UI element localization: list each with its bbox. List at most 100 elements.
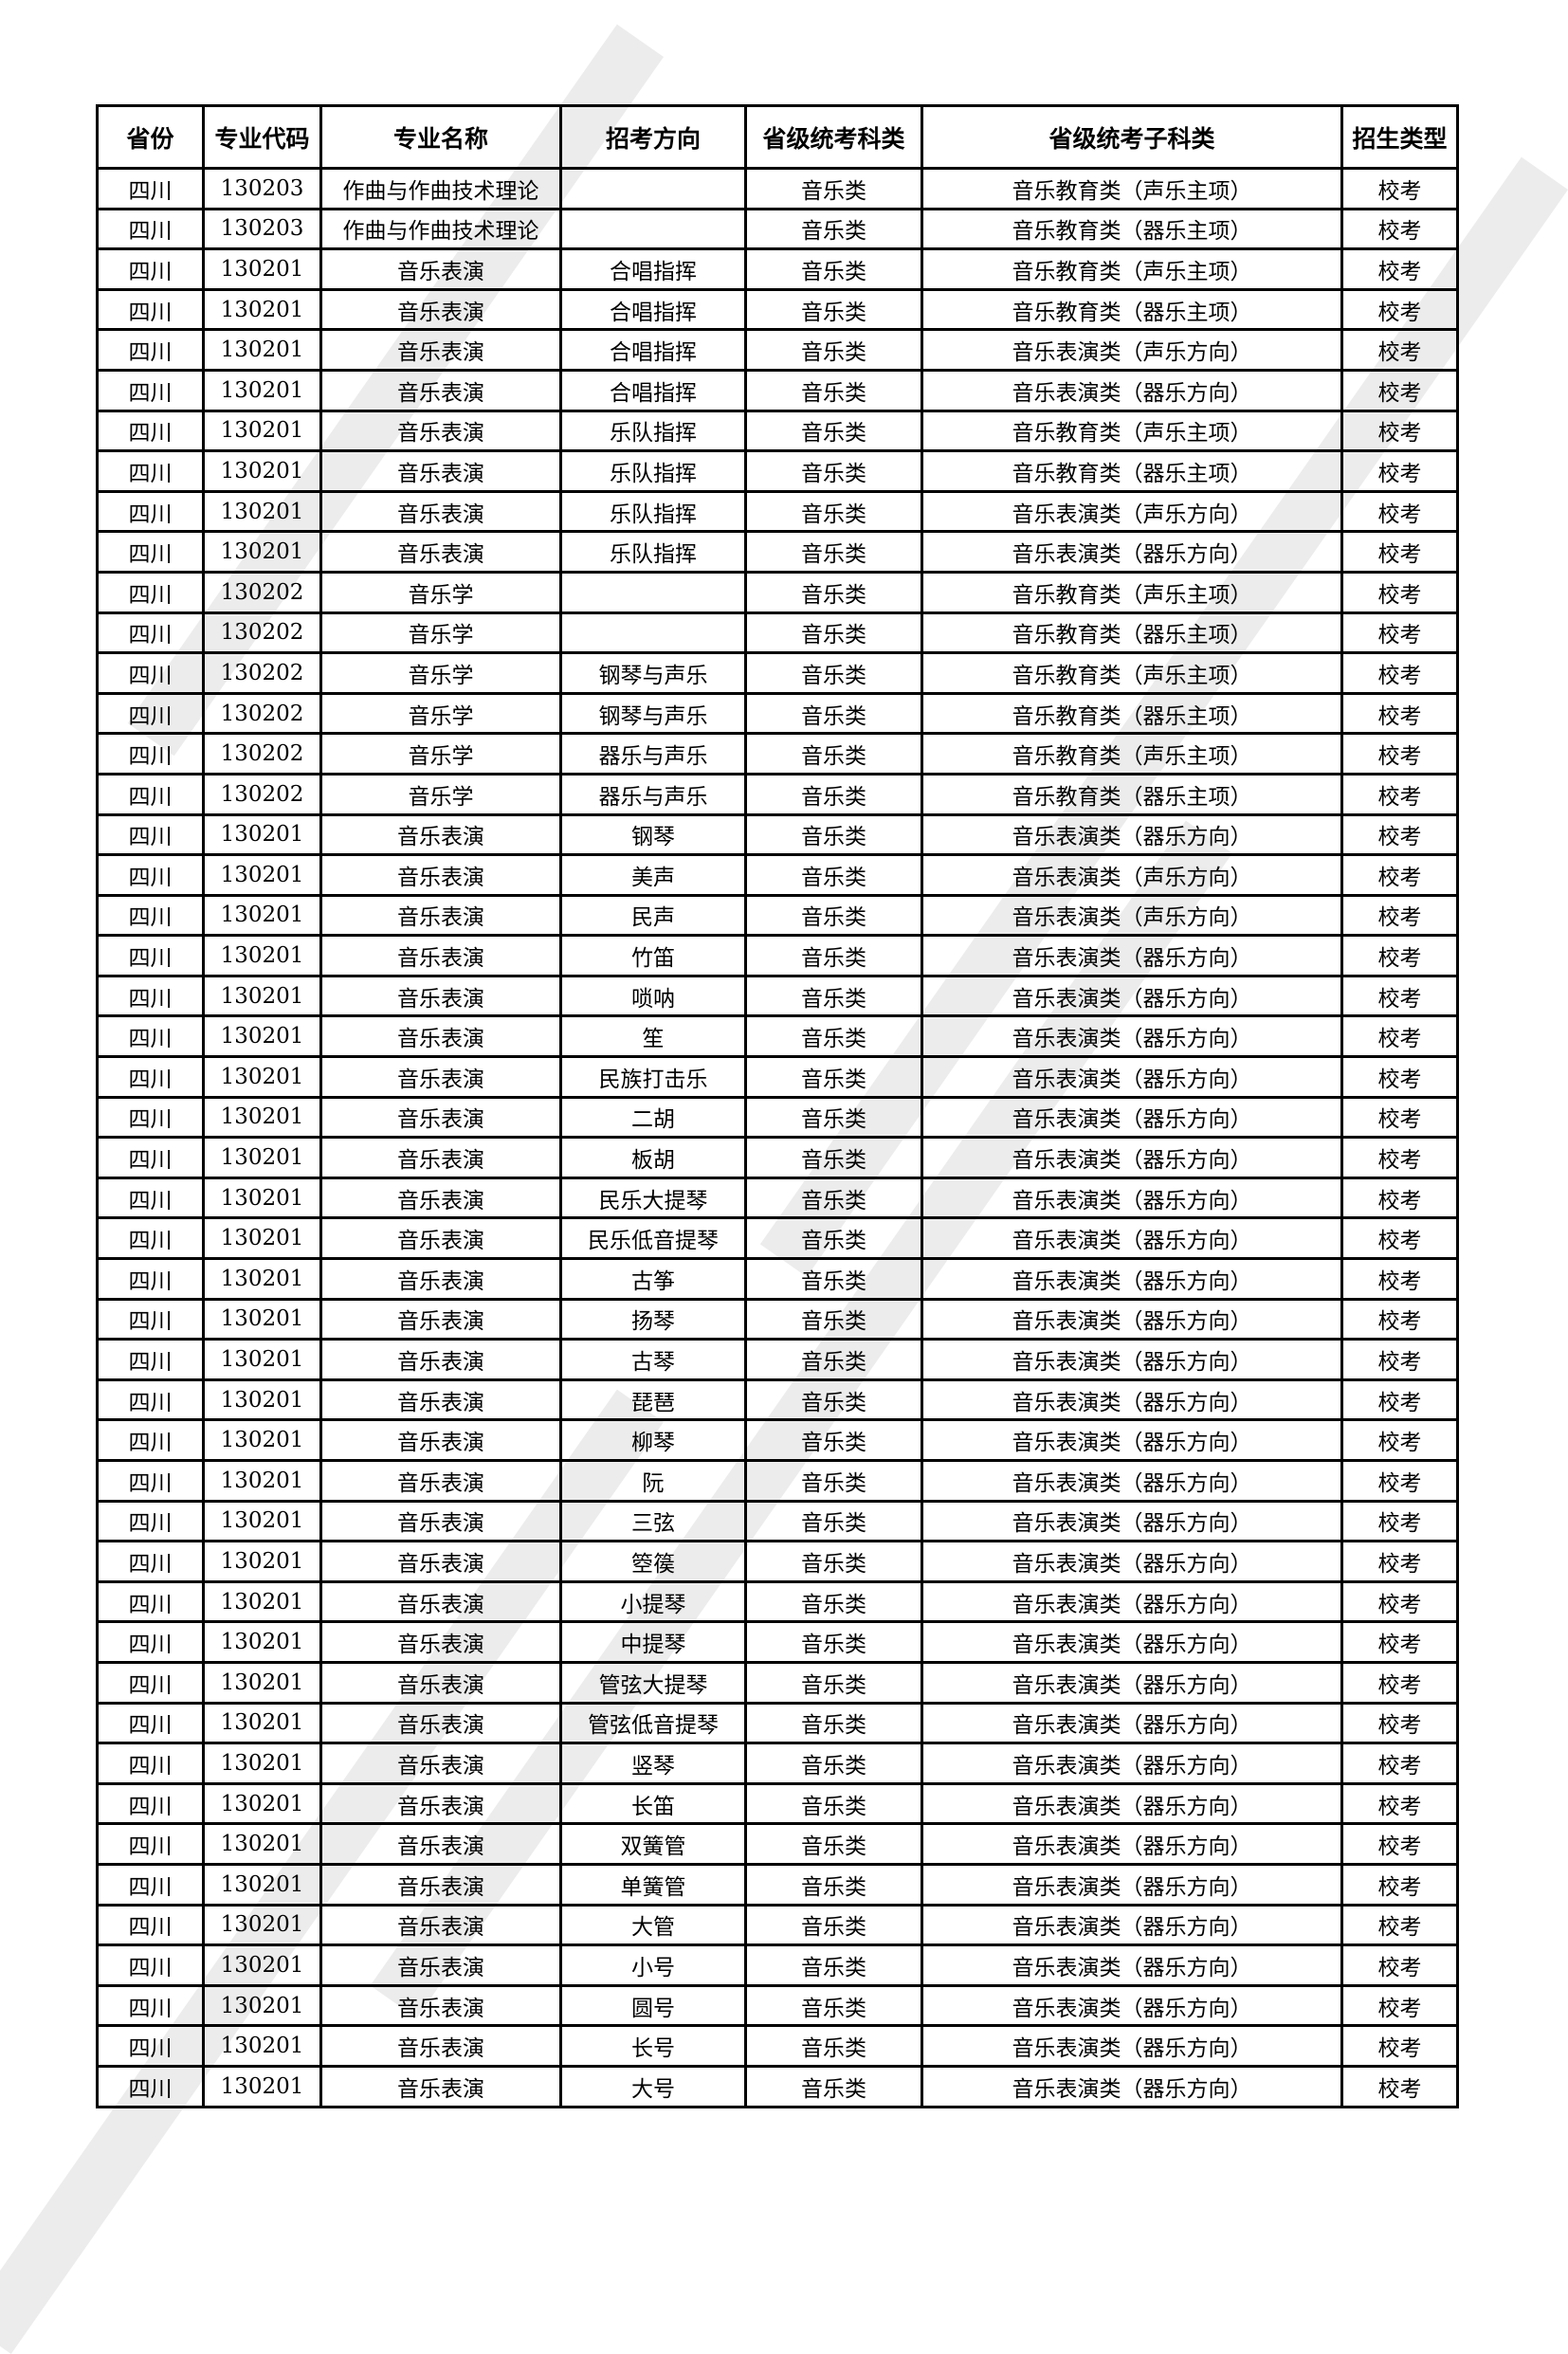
- exam-category-cell: 音乐类: [744, 1499, 923, 1543]
- table-row: 四川 130201 音乐表演 唢呐 音乐类 音乐表演类（器乐方向） 校考: [96, 974, 1459, 1018]
- exam-category-cell: 音乐类: [744, 409, 923, 453]
- table-row: 四川 130202 音乐学 钢琴与声乐 音乐类 音乐教育类（器乐主项） 校考: [96, 691, 1459, 736]
- header-major-code: 专业代码: [202, 104, 322, 170]
- exam-subcategory-cell: 音乐教育类（器乐主项）: [921, 449, 1343, 493]
- major-name-cell: 音乐表演: [319, 368, 562, 412]
- header-major-name: 专业名称: [319, 104, 562, 170]
- table-row: 四川 130201 音乐表演笙音乐类 音乐表演类（器乐方向） 校考: [96, 1014, 1459, 1059]
- direction-cell: 箜篌: [559, 1540, 747, 1583]
- major-code-cell: 130201: [202, 1459, 322, 1503]
- admission-type-cell: 校考: [1340, 1742, 1459, 1785]
- admission-type-cell: 校考: [1340, 732, 1459, 776]
- major-code-cell: 130201: [202, 368, 322, 412]
- direction-cell: 中提琴: [559, 1620, 747, 1664]
- exam-category-cell: 音乐类: [744, 1540, 923, 1583]
- table-row: 四川 130201 音乐表演 扬琴 音乐类 音乐表演类（器乐方向） 校考: [96, 1297, 1459, 1341]
- province-cell: 四川: [96, 1620, 205, 1664]
- province-cell: 四川: [96, 1742, 205, 1785]
- admission-type-cell: 校考: [1340, 1297, 1459, 1341]
- major-code-cell: 130201: [202, 1701, 322, 1745]
- major-code-cell: 130201: [202, 812, 322, 857]
- major-code-cell: 130202: [202, 651, 322, 695]
- exam-subcategory-cell: 音乐教育类（器乐主项）: [921, 611, 1343, 655]
- exam-category-cell: 音乐类: [744, 368, 923, 412]
- major-code-cell: 130201: [202, 1579, 322, 1624]
- admission-type-cell: 校考: [1340, 1540, 1459, 1583]
- direction-cell: 古筝: [559, 1257, 747, 1301]
- major-code-cell: 130201: [202, 287, 322, 332]
- table-row: 四川 130201 音乐表演 美声 音乐类 音乐表演类（声乐方向） 校考: [96, 853, 1459, 897]
- admission-type-cell: 校考: [1340, 1418, 1459, 1462]
- exam-subcategory-cell: 音乐表演类（器乐方向）: [921, 2024, 1343, 2068]
- major-code-cell: 130201: [202, 1257, 322, 1301]
- admission-type-cell: 校考: [1340, 1176, 1459, 1220]
- table-row: 四川 130201 音乐表演 古琴 音乐类 音乐表演类（器乐方向） 校考: [96, 1338, 1459, 1381]
- major-code-cell: 130201: [202, 1136, 322, 1179]
- admission-type-cell: 校考: [1340, 1216, 1459, 1261]
- major-name-cell: 音乐表演: [319, 1378, 562, 1422]
- province-cell: 四川: [96, 1216, 205, 1261]
- admission-type-cell: 校考: [1340, 1701, 1459, 1745]
- admission-type-cell: 校考: [1340, 611, 1459, 655]
- direction-cell: 板胡: [559, 1136, 747, 1179]
- exam-category-cell: 音乐类: [744, 1781, 923, 1826]
- major-code-cell: 130201: [202, 1620, 322, 1664]
- exam-subcategory-cell: 音乐表演类（声乐方向）: [921, 328, 1343, 372]
- major-name-cell: 音乐表演: [319, 1297, 562, 1341]
- exam-subcategory-cell: 音乐表演类（声乐方向）: [921, 853, 1343, 897]
- province-cell: 四川: [96, 1822, 205, 1866]
- exam-subcategory-cell: 音乐教育类（器乐主项）: [921, 772, 1343, 816]
- direction-cell: 器乐与声乐: [559, 772, 747, 816]
- direction-cell: 合唱指挥: [559, 247, 747, 291]
- exam-subcategory-cell: 音乐教育类（声乐主项）: [921, 732, 1343, 776]
- major-name-cell: 音乐表演: [319, 1983, 562, 2028]
- major-code-cell: 130202: [202, 570, 322, 614]
- direction-cell: 大管: [559, 1903, 747, 1947]
- major-name-cell: 音乐表演: [319, 1176, 562, 1220]
- exam-subcategory-cell: 音乐表演类（器乐方向）: [921, 1579, 1343, 1624]
- major-name-cell: 音乐表演: [319, 1540, 562, 1583]
- exam-category-cell: 音乐类: [744, 449, 923, 493]
- province-cell: 四川: [96, 1136, 205, 1179]
- table-row: 四川 130201 音乐表演 乐队指挥 音乐类 音乐表演类（声乐方向） 校考: [96, 489, 1459, 534]
- table-row: 四川 130201 音乐表演 板胡 音乐类 音乐表演类（器乐方向） 校考: [96, 1136, 1459, 1179]
- major-name-cell: 音乐表演: [319, 2024, 562, 2068]
- table-row: 四川 130201 音乐表演 乐队指挥 音乐类 音乐教育类（器乐主项） 校考: [96, 449, 1459, 493]
- direction-cell: 笙: [559, 1014, 747, 1059]
- table-row: 四川 130201 音乐表演 合唱指挥 音乐类 音乐表演类（器乐方向） 校考: [96, 368, 1459, 412]
- table-row: 四川 130201 音乐表演 民乐大提琴 音乐类 音乐表演类（器乐方向） 校考: [96, 1176, 1459, 1220]
- table-row: 四川 130201 音乐表演 长号 音乐类 音乐表演类（器乐方向） 校考: [96, 2024, 1459, 2068]
- direction-cell: 民乐低音提琴: [559, 1216, 747, 1261]
- direction-cell: [559, 207, 747, 251]
- exam-category-cell: 音乐类: [744, 1822, 923, 1866]
- province-cell: 四川: [96, 691, 205, 736]
- exam-category-cell: 音乐类: [744, 1459, 923, 1503]
- major-code-cell: 130202: [202, 732, 322, 776]
- exam-category-cell: 音乐类: [744, 1660, 923, 1705]
- admission-type-cell: 校考: [1340, 328, 1459, 372]
- direction-cell: 民声: [559, 893, 747, 938]
- direction-cell: 阮: [559, 1459, 747, 1503]
- table-row: 四川 130201 音乐表演 双簧管 音乐类 音乐表演类（器乐方向） 校考: [96, 1822, 1459, 1866]
- province-cell: 四川: [96, 1338, 205, 1381]
- province-cell: 四川: [96, 1499, 205, 1543]
- direction-cell: 竹笛: [559, 934, 747, 977]
- direction-cell: 合唱指挥: [559, 328, 747, 372]
- major-code-cell: 130201: [202, 1499, 322, 1543]
- major-code-cell: 130201: [202, 1903, 322, 1947]
- major-name-cell: 音乐表演: [319, 893, 562, 938]
- major-code-cell: 130201: [202, 2064, 322, 2108]
- exam-category-cell: 音乐类: [744, 570, 923, 614]
- major-name-cell: 音乐表演: [319, 449, 562, 493]
- table-body: 四川 130203 作曲与作曲技术理论 音乐类 音乐教育类（声乐主项） 校考 四川 13020…: [96, 167, 1459, 2108]
- exam-category-cell: 音乐类: [744, 287, 923, 332]
- direction-cell: 唢呐: [559, 974, 747, 1018]
- admission-type-cell: 校考: [1340, 1943, 1459, 1987]
- direction-cell: 小号: [559, 1943, 747, 1987]
- admission-type-cell: 校考: [1340, 1499, 1459, 1543]
- table-row: 四川 130201 音乐表演 琵琶 音乐类 音乐表演类（器乐方向） 校考: [96, 1378, 1459, 1422]
- major-name-cell: 音乐表演: [319, 1136, 562, 1179]
- major-code-cell: 130201: [202, 1742, 322, 1785]
- province-cell: 四川: [96, 1297, 205, 1341]
- exam-subcategory-cell: 音乐表演类（器乐方向）: [921, 1660, 1343, 1705]
